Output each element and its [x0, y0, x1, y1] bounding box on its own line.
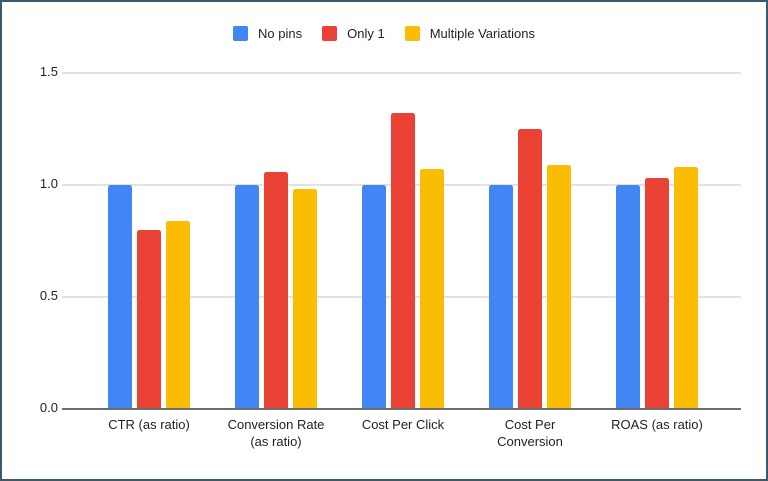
legend-item-multiple-variations: Multiple Variations	[404, 26, 535, 41]
bar-only-1	[391, 113, 415, 409]
legend-label-only-1: Only 1	[347, 26, 385, 41]
legend: No pins Only 1 Multiple Variations	[2, 26, 766, 41]
bar-multiple-variations	[420, 169, 444, 409]
y-axis-tick-label: 1.5	[39, 64, 58, 79]
bar-no-pins	[616, 185, 640, 409]
x-axis-category-label: CTR (as ratio)	[108, 417, 190, 432]
legend-label-multiple-variations: Multiple Variations	[429, 26, 535, 41]
gridline-1.5	[62, 72, 741, 74]
bar-no-pins	[489, 185, 513, 409]
bar-only-1	[264, 172, 288, 409]
legend-label-no-pins: No pins	[258, 26, 303, 41]
legend-item-no-pins: No pins	[233, 26, 302, 41]
bar-no-pins	[108, 185, 132, 409]
bar-only-1	[137, 230, 161, 409]
legend-swatch-multiple-variations	[404, 26, 420, 41]
x-axis-category-label: Conversion Rate (as ratio)	[227, 417, 325, 449]
bar-multiple-variations	[166, 221, 190, 409]
y-axis-tick-label: 0.0	[39, 400, 58, 415]
bar-only-1	[645, 178, 669, 409]
x-axis-category-label: Cost Per Conversion	[497, 417, 563, 449]
bar-multiple-variations	[547, 165, 571, 409]
y-axis-tick-label: 1.0	[39, 176, 58, 191]
bar-no-pins	[362, 185, 386, 409]
bar-only-1	[518, 129, 542, 409]
y-axis-tick-label: 0.5	[39, 288, 58, 303]
x-axis-line	[62, 408, 741, 410]
legend-swatch-only-1	[322, 26, 338, 41]
x-axis-category-label: Cost Per Click	[361, 417, 445, 432]
x-axis-category-label: ROAS (as ratio)	[611, 417, 703, 432]
bar-multiple-variations	[674, 167, 698, 409]
bar-no-pins	[235, 185, 259, 409]
legend-item-only-1: Only 1	[322, 26, 385, 41]
legend-swatch-no-pins	[233, 26, 249, 41]
bar-multiple-variations	[293, 189, 317, 409]
